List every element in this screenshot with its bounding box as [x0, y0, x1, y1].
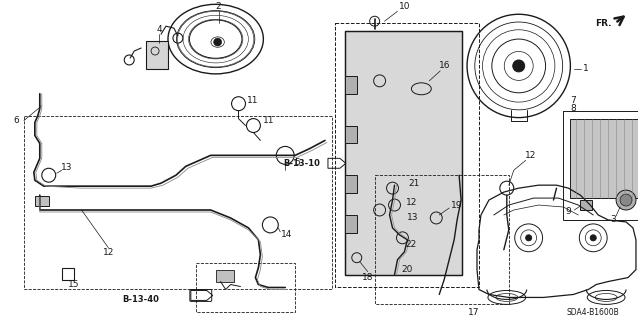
Bar [146, 41, 168, 69]
Text: 22: 22 [406, 240, 417, 249]
Text: FR.: FR. [596, 19, 612, 28]
Circle shape [616, 190, 636, 210]
Text: 14: 14 [280, 230, 292, 239]
Text: 4: 4 [156, 25, 162, 34]
Circle shape [513, 60, 525, 72]
Bar [335, 23, 479, 286]
Text: 20: 20 [402, 265, 413, 274]
Text: 12: 12 [525, 151, 536, 160]
Bar [345, 126, 356, 144]
Bar [345, 215, 356, 233]
Bar [345, 31, 462, 275]
Circle shape [525, 235, 532, 241]
Bar [345, 175, 356, 193]
Text: 5: 5 [294, 158, 300, 167]
Bar [196, 263, 295, 312]
Bar [35, 196, 49, 206]
Bar [345, 31, 462, 275]
Text: 21: 21 [409, 179, 420, 188]
Bar [216, 270, 234, 282]
Text: B-13-10: B-13-10 [284, 159, 321, 168]
Bar [24, 115, 332, 289]
Text: B-13-40: B-13-40 [123, 295, 159, 304]
Bar [345, 76, 356, 94]
Text: SDA4-B1600B: SDA4-B1600B [567, 308, 620, 317]
Text: 7: 7 [570, 96, 576, 105]
Text: 1: 1 [584, 64, 589, 73]
Bar [563, 111, 640, 220]
Bar [374, 175, 509, 304]
Text: 19: 19 [451, 201, 463, 210]
Text: 15: 15 [68, 280, 79, 289]
Text: 16: 16 [440, 62, 451, 70]
Text: 2: 2 [216, 2, 221, 11]
Text: 13: 13 [61, 163, 72, 172]
Text: 3: 3 [610, 215, 616, 225]
Bar [61, 268, 74, 279]
Bar [570, 119, 640, 198]
Circle shape [590, 235, 596, 241]
Circle shape [214, 38, 221, 46]
Text: 11: 11 [262, 116, 274, 125]
Text: 9: 9 [566, 207, 572, 217]
Circle shape [620, 194, 632, 206]
Text: 17: 17 [468, 308, 480, 317]
Text: 13: 13 [406, 213, 418, 222]
Bar [580, 200, 592, 210]
Text: 6: 6 [13, 116, 19, 125]
Text: 11: 11 [246, 96, 258, 105]
Text: 10: 10 [399, 2, 410, 11]
Text: 18: 18 [362, 273, 374, 282]
Text: 12: 12 [102, 248, 114, 257]
Text: 8: 8 [570, 104, 576, 113]
Text: 12: 12 [406, 197, 417, 207]
